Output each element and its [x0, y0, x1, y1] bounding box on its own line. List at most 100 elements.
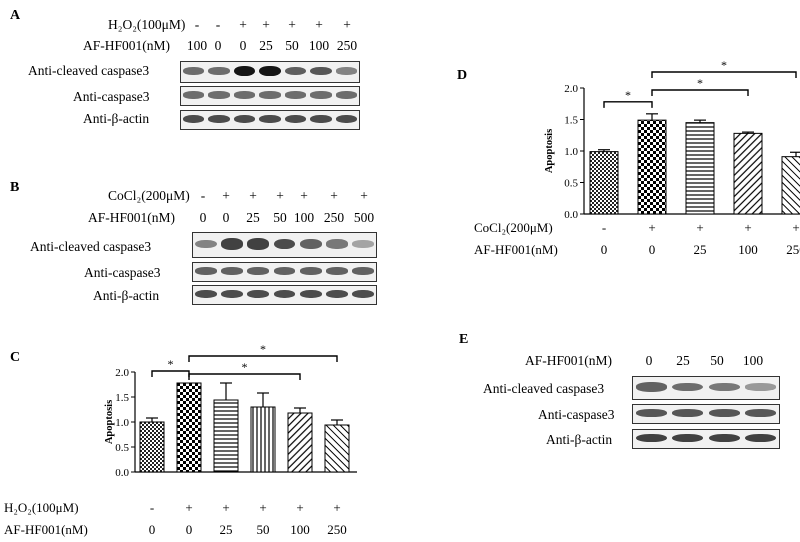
panel-a-dose-2: 0: [239, 38, 247, 53]
panel-b-dose-2: 25: [246, 210, 260, 225]
y-tick-label: 1.0: [564, 146, 578, 158]
panel-b-blot-caspase: [192, 262, 377, 282]
panel-a-blot-cleaved: [180, 61, 360, 83]
panel-a-blot-caspase: [180, 86, 360, 106]
treatment-mark: +: [792, 220, 799, 235]
panel-a-blot-caspase-band: [335, 91, 357, 99]
panel-e-blot-caspase-band: [635, 409, 667, 417]
panel-a-treatment-1: -: [215, 17, 221, 32]
significance-star: *: [721, 58, 727, 72]
panel-b-blot-cleaved-band: [195, 239, 218, 249]
panel-b-blot-caspase-band: [247, 267, 270, 275]
panel-e-blot-caspase: [632, 404, 780, 424]
panel-b-blot-cleaved-band: [325, 239, 348, 249]
panel-a-blot-actin: [180, 110, 360, 130]
significance-star: *: [697, 76, 703, 90]
treatment-mark: -: [602, 220, 606, 235]
panel-b-blot-actin-band: [351, 289, 374, 299]
dose-value: 50: [257, 522, 270, 537]
panel-a-treatment-5: +: [315, 17, 323, 32]
panel-e-blot-cleaved-band: [708, 382, 740, 392]
panel-a-blot-cleaved-band: [310, 66, 332, 76]
panel-b-dose-6: 500: [353, 210, 375, 225]
y-axis-label: Apoptosis: [104, 400, 115, 444]
panel-b-treatment-4: +: [300, 188, 308, 203]
panel-b-blot-actin-band: [299, 289, 322, 299]
panel-c-chart: 0.0 0.5 1.0 1.5 2.0 Apoptosis * * * H₂O₂(100μM) AF…: [4, 342, 357, 537]
dose-value: 0: [601, 242, 608, 257]
y-tick-label: 2.0: [115, 367, 129, 379]
dose-value: 100: [738, 242, 758, 257]
bar: [250, 406, 276, 473]
panel-e-label: E: [459, 332, 469, 347]
panel-e-drug-label: AF-HF001(nM): [525, 353, 613, 368]
significance-star: *: [168, 357, 174, 371]
panel-b-treatment-label: CoCl₂(200μM): [108, 188, 190, 203]
bar: [685, 122, 715, 215]
y-tick-label: 0.5: [115, 442, 129, 454]
panel-e-blot-actin-band: [708, 433, 740, 443]
treatment-label: H₂O₂(100μM): [4, 500, 79, 515]
panel-a-blot-actin-band: [259, 114, 281, 124]
bar: [733, 132, 763, 215]
significance-bracket: [188, 355, 338, 362]
panel-b-blot-actin-band: [221, 289, 244, 299]
dose-value: 0: [649, 242, 656, 257]
panel-e-blot-cleaved-band: [672, 382, 704, 392]
panel-a-blot-caspase-band: [208, 91, 230, 99]
panel-e-dose-0: 0: [645, 353, 653, 368]
panel-b-treatment-1: +: [222, 188, 230, 203]
panel-a-blot-actin-band: [208, 114, 230, 124]
panel-b-dose-4: 100: [293, 210, 315, 225]
y-tick-label: 0.0: [115, 467, 129, 479]
panel-e-row-label-1: Anti-caspase3: [538, 407, 615, 422]
panel-a-blot-caspase-band: [284, 91, 307, 99]
bar: [213, 399, 239, 473]
panel-a-blot-cleaved-band: [208, 66, 230, 76]
panel-b-blot-caspase-band: [325, 267, 348, 275]
treatment-mark: +: [259, 500, 266, 515]
y-axis-label: Apoptosis: [544, 129, 555, 173]
y-tick-label: 1.5: [115, 392, 129, 404]
panel-e-blot-caspase-band: [708, 409, 740, 417]
panel-a-treatment-6: +: [343, 17, 351, 32]
panel-c-label: C: [10, 350, 21, 365]
panel-b-blot-caspase-band: [195, 267, 218, 275]
significance-bracket: [651, 89, 749, 96]
panel-a-blot-caspase-band: [233, 91, 256, 99]
panel-a-treatment-2: +: [239, 17, 247, 32]
panel-e-blot-cleaved: [632, 376, 780, 400]
panel-b-blot-cleaved-band: [221, 238, 244, 250]
panel-a-blot-actin-band: [233, 114, 256, 124]
dose-value: 250: [786, 242, 800, 257]
dose-value: 100: [290, 522, 310, 537]
panel-a-dose-1: 0: [214, 38, 222, 53]
significance-bracket: [188, 373, 301, 380]
panel-b-treatment-0: -: [200, 188, 206, 203]
panel-b-blot-cleaved-band: [247, 238, 270, 250]
significance-bracket: [651, 71, 797, 78]
panel-a-dose-5: 100: [308, 38, 330, 53]
panel-a-blot-cleaved-band: [259, 65, 281, 77]
significance-star: *: [625, 88, 631, 102]
significance-bracket: [603, 101, 653, 108]
panel-a-treatment-0: -: [194, 17, 200, 32]
panel-a-blot-caspase-band: [310, 91, 332, 99]
panel-a-treatment-label: H₂O₂(100μM): [108, 17, 186, 32]
panel-a-dose-0: 100: [186, 38, 208, 53]
panel-b-treatment-5: +: [330, 188, 338, 203]
panel-b-blot-actin-band: [325, 289, 348, 299]
dose-value: 0: [186, 522, 193, 537]
panel-b-blot-actin-band: [247, 289, 270, 299]
panel-b-blot-actin-band: [273, 289, 296, 299]
panel-e-dose-1: 25: [676, 353, 690, 368]
panel-b-blot-cleaved-band: [351, 240, 374, 248]
panel-e-blot-cleaved-band: [635, 382, 667, 392]
panel-a-dose-3: 25: [259, 38, 273, 53]
panel-a-drug-label: AF-HF001(nM): [83, 38, 171, 53]
bar: [781, 156, 800, 215]
panel-b-dose-3: 50: [273, 210, 287, 225]
panel-e-dose-2: 50: [710, 353, 724, 368]
treatment-mark: +: [744, 220, 751, 235]
panel-a-blot-caspase-band: [259, 91, 281, 99]
